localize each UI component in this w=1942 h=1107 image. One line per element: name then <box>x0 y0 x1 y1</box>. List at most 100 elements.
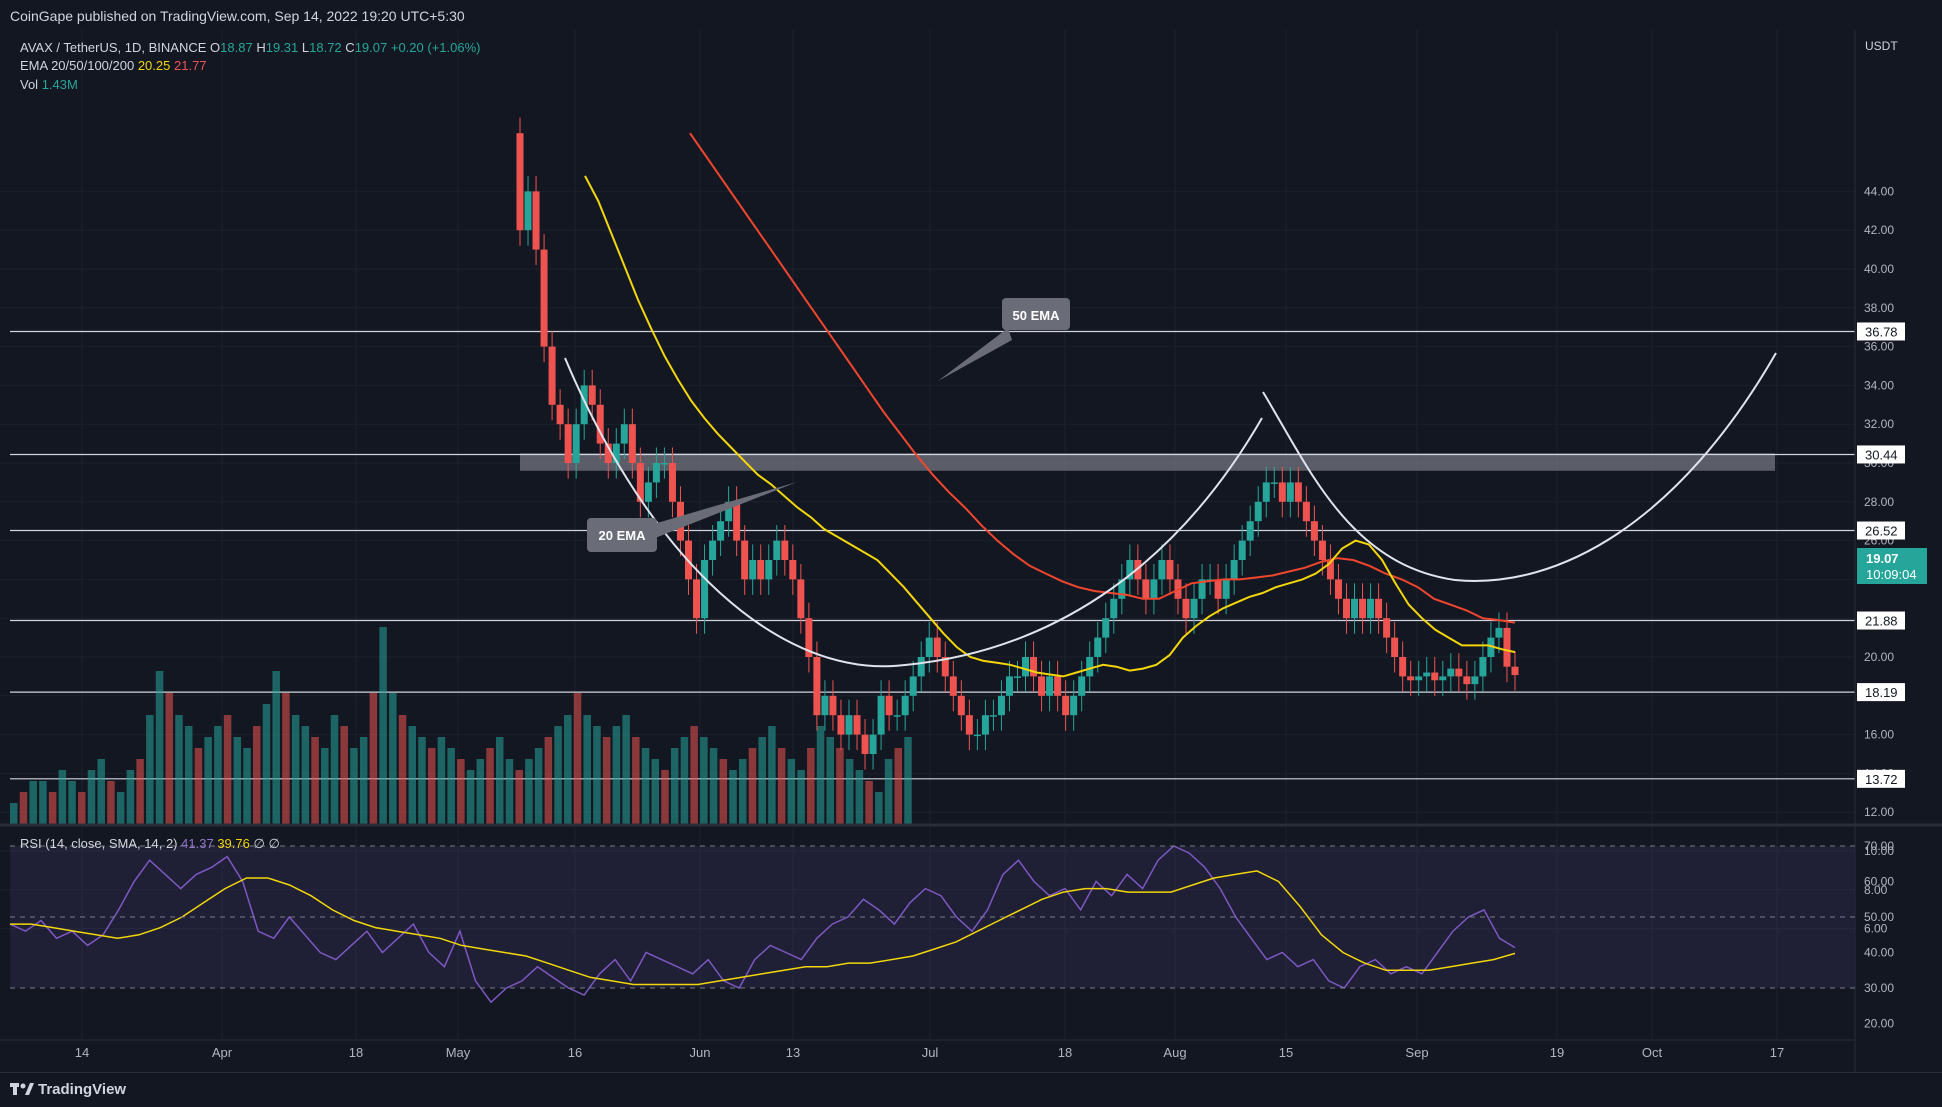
time-tick: Aug <box>1163 1045 1186 1060</box>
volume-bar <box>262 704 271 825</box>
level-tag-text: 21.88 <box>1865 614 1898 629</box>
volume-bar <box>398 715 407 825</box>
volume-bar <box>194 748 203 825</box>
candle-body <box>901 695 909 716</box>
volume-bar <box>884 759 893 825</box>
rsi-empty-1: ∅ <box>253 836 265 851</box>
volume-bar <box>739 759 747 825</box>
level-tag-text: 26.52 <box>1865 524 1898 539</box>
candle-body <box>709 540 717 560</box>
candle-body <box>933 637 941 657</box>
rsi-label: RSI (14, close, SMA, 14, 2) <box>20 836 178 851</box>
volume-bar <box>311 737 319 825</box>
time-tick: 16 <box>568 1045 582 1060</box>
currency-label: USDT <box>1865 39 1898 53</box>
candle-body <box>749 560 757 580</box>
candle-body <box>797 579 805 619</box>
price-tick: 42.00 <box>1864 223 1894 237</box>
candle-body <box>765 560 773 580</box>
volume-bar <box>175 715 183 825</box>
candle-body <box>1383 618 1391 638</box>
volume-bar <box>768 726 776 825</box>
time-axis[interactable]: 14 Apr 18 May 16 Jun 13 Jul 18 Aug 15 Sep 19 Oct 17 <box>75 1045 1784 1060</box>
candle-body <box>949 676 957 696</box>
rsi-tick: 60.00 <box>1864 875 1894 889</box>
volume-bar <box>146 715 154 825</box>
rsi-empty-2: ∅ <box>268 836 280 851</box>
volume-bar <box>641 748 650 825</box>
level-tag <box>1857 445 1905 464</box>
volume-bar <box>48 792 57 825</box>
candle-body <box>1182 598 1190 619</box>
level-tag <box>1857 322 1905 341</box>
candle-body <box>909 676 917 696</box>
candle-body <box>917 657 925 677</box>
time-tick: 15 <box>1279 1045 1293 1060</box>
candle-body <box>1158 560 1166 580</box>
candle-body <box>588 385 596 405</box>
candle-body <box>1479 657 1487 677</box>
candle-body <box>612 443 620 463</box>
volume-bar <box>233 737 242 825</box>
candle-body <box>1030 657 1038 677</box>
candle-body <box>957 695 965 716</box>
candle-body <box>516 133 524 231</box>
volume-bar <box>321 748 329 825</box>
volume-bar <box>350 748 358 825</box>
volume-bar <box>330 715 339 825</box>
volume-bar <box>554 726 562 825</box>
volume-bar <box>534 748 543 825</box>
volume-bar <box>272 671 280 825</box>
candle-body <box>1334 579 1342 599</box>
volume-bar <box>544 737 553 825</box>
ema20-callout: 20 EMA <box>587 482 797 552</box>
volume-bar <box>408 726 417 825</box>
close-label: C <box>345 40 355 55</box>
candle-body <box>1150 579 1158 599</box>
symbol-legend[interactable]: AVAX / TetherUS, 1D, BINANCE O18.87 H19.… <box>20 40 480 55</box>
candle-body <box>733 501 741 541</box>
candle-body <box>556 404 564 425</box>
candle-body <box>893 715 901 717</box>
candle-body <box>1407 676 1415 681</box>
ema-legend[interactable]: EMA 20/50/100/200 20.25 21.77 <box>20 58 207 73</box>
candle-body <box>1214 579 1222 599</box>
volume-bar <box>855 770 864 825</box>
candle-body <box>1014 676 1021 678</box>
candle-body <box>1342 598 1350 619</box>
rsi-axis[interactable]: 20.00 30.00 40.00 50.00 60.00 70.00 <box>1864 839 1894 1031</box>
price-tick: 44.00 <box>1864 184 1894 198</box>
candle-body <box>1511 666 1519 676</box>
cup-pattern-2 <box>1262 352 1777 582</box>
rsi-legend[interactable]: RSI (14, close, SMA, 14, 2) 41.37 39.76 … <box>20 836 280 852</box>
level-tags: 36.78 30.44 26.52 21.88 18.19 13.72 <box>1857 322 1905 788</box>
candle-body <box>596 404 604 444</box>
candle-body <box>1455 668 1463 677</box>
volume-bar <box>622 715 630 825</box>
candle-body <box>1399 657 1407 677</box>
price-tick: 16.00 <box>1864 728 1894 742</box>
volume-bar <box>700 737 708 825</box>
volume-bar <box>564 715 572 825</box>
volume-bar <box>68 781 76 825</box>
volume-legend[interactable]: Vol 1.43M <box>20 77 78 92</box>
low-label: L <box>301 40 310 55</box>
time-tick: 18 <box>1058 1045 1072 1060</box>
candle-body <box>829 695 837 716</box>
volume-bar <box>651 759 660 825</box>
candle-body <box>660 463 668 465</box>
volume-bar <box>505 759 514 825</box>
candle-body <box>628 424 636 463</box>
volume-bar <box>748 748 757 825</box>
volume-bar <box>29 781 37 825</box>
volume-bar <box>253 726 261 825</box>
candle-body <box>1126 560 1134 580</box>
candle-body <box>1070 695 1078 716</box>
volume-bar <box>515 770 523 825</box>
volume-bar <box>457 759 465 825</box>
current-price-value: 19.07 <box>1866 551 1899 566</box>
volume-bar <box>865 781 873 825</box>
volume-bar <box>894 748 903 825</box>
